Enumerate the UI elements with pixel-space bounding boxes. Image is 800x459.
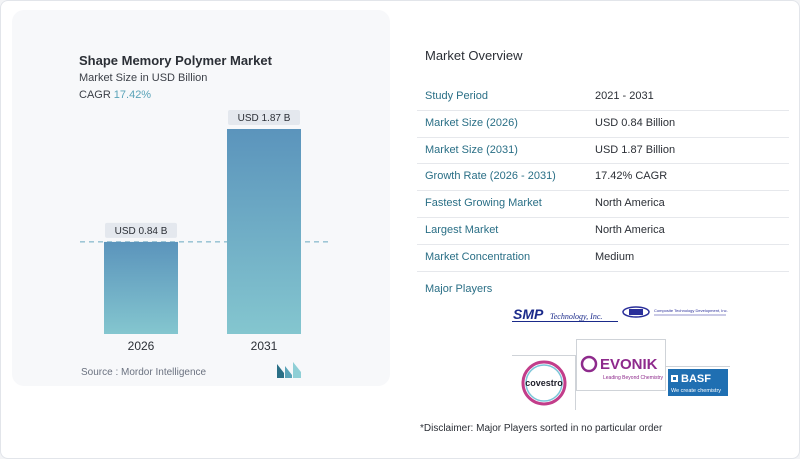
- overview-label: Market Size (2026): [425, 116, 518, 129]
- bar-chart: USD 0.84 B 2026 USD 1.87 B 2031: [80, 110, 330, 353]
- overview-row-market-size-2026: Market Size (2026) USD 0.84 Billion: [417, 111, 789, 138]
- basf-logo-text: BASF: [681, 373, 711, 385]
- market-overview-table: Study Period 2021 - 2031 Market Size (20…: [417, 84, 789, 272]
- overview-label: Largest Market: [425, 223, 499, 236]
- market-overview-title: Market Overview: [425, 48, 523, 63]
- cagr-value: 17.42%: [113, 89, 152, 101]
- overview-label: Market Concentration: [425, 250, 531, 263]
- data-label-2026: USD 0.84 B: [115, 226, 168, 237]
- basf-logo-sub: We create chemistry: [671, 388, 721, 394]
- overview-row-growth-rate: Growth Rate (2026 - 2031) 17.42% CAGR: [417, 164, 789, 192]
- data-label-bg-2026: [105, 222, 177, 238]
- smp-logo-sub: Technology, Inc.: [550, 312, 602, 321]
- overview-value: 17.42% CAGR: [595, 170, 668, 183]
- mordor-intelligence-logo-icon: [277, 362, 301, 378]
- overview-value: North America: [595, 197, 665, 210]
- disclaimer: *Disclaimer: Major Players sorted in no …: [420, 423, 663, 434]
- overview-label: Growth Rate (2026 - 2031): [425, 170, 556, 183]
- smp-technology-logo: SMP Technology, Inc.: [512, 306, 618, 322]
- evonik-logo-text: EVONIK: [600, 356, 658, 373]
- overview-value: North America: [595, 223, 665, 236]
- smp-logo-text: SMP: [513, 306, 544, 322]
- overview-label: Study Period: [425, 90, 488, 102]
- overview-value: USD 1.87 Billion: [595, 143, 676, 156]
- overview-row-study-period: Study Period 2021 - 2031: [417, 84, 789, 111]
- category-label-2031: 2031: [251, 339, 278, 353]
- covestro-logo: covestro: [512, 355, 576, 410]
- bar-2031: [227, 129, 301, 334]
- category-label-2026: 2026: [128, 339, 155, 353]
- overview-value: 2021 - 2031: [595, 90, 654, 102]
- overview-row-fastest-growing: Fastest Growing Market North America: [417, 191, 789, 218]
- overview-row-market-size-2031: Market Size (2031) USD 1.87 Billion: [417, 138, 789, 165]
- evonik-logo-sub: Leading Beyond Chemistry: [603, 375, 664, 381]
- chart-source: Source : Mordor Intelligence: [81, 367, 207, 378]
- overview-value: Medium: [595, 250, 635, 263]
- chart-title: Shape Memory Polymer Market: [79, 53, 272, 68]
- major-players-title: Major Players: [425, 283, 493, 295]
- bar-2026: [104, 241, 178, 334]
- ctd-logo-text: Composite Technology Development, Inc.: [654, 308, 728, 313]
- basf-logo: BASF We create chemistry: [666, 366, 730, 396]
- overview-row-market-concentration: Market Concentration Medium: [417, 245, 789, 272]
- evonik-logo: EVONIK Leading Beyond Chemistry: [576, 339, 666, 391]
- overview-label: Fastest Growing Market: [425, 197, 542, 210]
- chart-cagr: CAGR 17.42%: [79, 89, 151, 101]
- overview-value: USD 0.84 Billion: [595, 116, 676, 129]
- data-label-bg-2031: [228, 110, 300, 125]
- overview-label: Market Size (2031): [425, 143, 518, 156]
- chart-subtitle: Market Size in USD Billion: [79, 72, 208, 84]
- covestro-logo-text: covestro: [525, 378, 563, 388]
- ctd-logo: Composite Technology Development, Inc.: [622, 306, 728, 318]
- chart-card: [12, 10, 390, 386]
- cagr-label: CAGR: [79, 89, 111, 101]
- data-label-2031: USD 1.87 B: [238, 113, 291, 124]
- overview-row-largest-market: Largest Market North America: [417, 218, 789, 245]
